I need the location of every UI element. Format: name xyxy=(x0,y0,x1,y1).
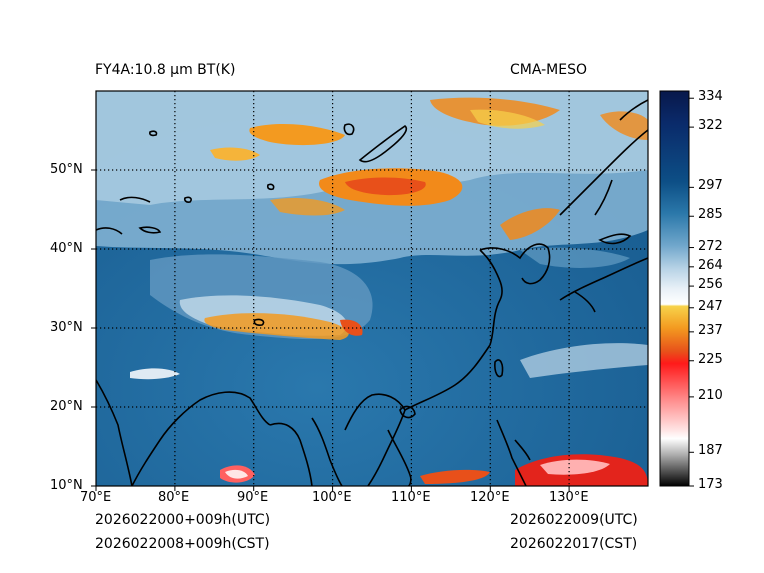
init-time-utc: 2026022000+009h(UTC) xyxy=(95,512,271,528)
x-tick-label: 80°E xyxy=(158,490,190,505)
x-tick-label: 130°E xyxy=(549,490,589,505)
valid-time-cst: 2026022017(CST) xyxy=(510,536,638,552)
x-tick-label: 70°E xyxy=(80,490,112,505)
colorbar-tick-label: 272 xyxy=(698,238,723,254)
colorbar-tick-label: 225 xyxy=(698,351,723,367)
colorbar-tick-label: 210 xyxy=(698,387,723,403)
y-tick-label: 30°N xyxy=(50,320,83,335)
y-tick-label: 20°N xyxy=(50,399,83,414)
x-tick-label: 110°E xyxy=(391,490,431,505)
colorbar-ticks xyxy=(689,97,694,487)
y-tick-label: 40°N xyxy=(50,241,83,256)
x-tick-label: 100°E xyxy=(312,490,352,505)
colorbar-tick-label: 322 xyxy=(698,118,723,134)
colorbar xyxy=(660,91,689,486)
coastlines xyxy=(96,99,648,486)
colorbar-tick-label: 285 xyxy=(698,207,723,223)
colorbar-tick-label: 256 xyxy=(698,277,723,293)
y-tick-label: 10°N xyxy=(50,478,83,493)
colorbar-tick-label: 173 xyxy=(698,477,723,492)
map-frame xyxy=(95,90,649,487)
y-tick-label: 50°N xyxy=(50,162,83,177)
colorbar-tick-label: 187 xyxy=(698,443,723,459)
graticule xyxy=(96,91,648,486)
axis-ticks xyxy=(91,169,570,491)
colorbar-frame xyxy=(659,90,690,487)
map-title-right: CMA-MESO xyxy=(510,62,588,78)
colorbar-tick-label: 334 xyxy=(698,89,723,105)
colorbar-tick-label: 237 xyxy=(698,322,723,338)
colorbar-tick-label: 264 xyxy=(698,257,723,273)
map-imagery xyxy=(96,91,648,486)
x-tick-label: 90°E xyxy=(237,490,269,505)
colorbar-tick-label: 247 xyxy=(698,298,723,314)
init-time-cst: 2026022008+009h(CST) xyxy=(95,536,270,552)
colorbar-tick-label: 297 xyxy=(698,178,723,194)
map-title-left: FY4A:10.8 µm BT(K) xyxy=(95,62,236,78)
valid-time-utc: 2026022009(UTC) xyxy=(510,512,638,528)
x-tick-label: 120°E xyxy=(470,490,510,505)
